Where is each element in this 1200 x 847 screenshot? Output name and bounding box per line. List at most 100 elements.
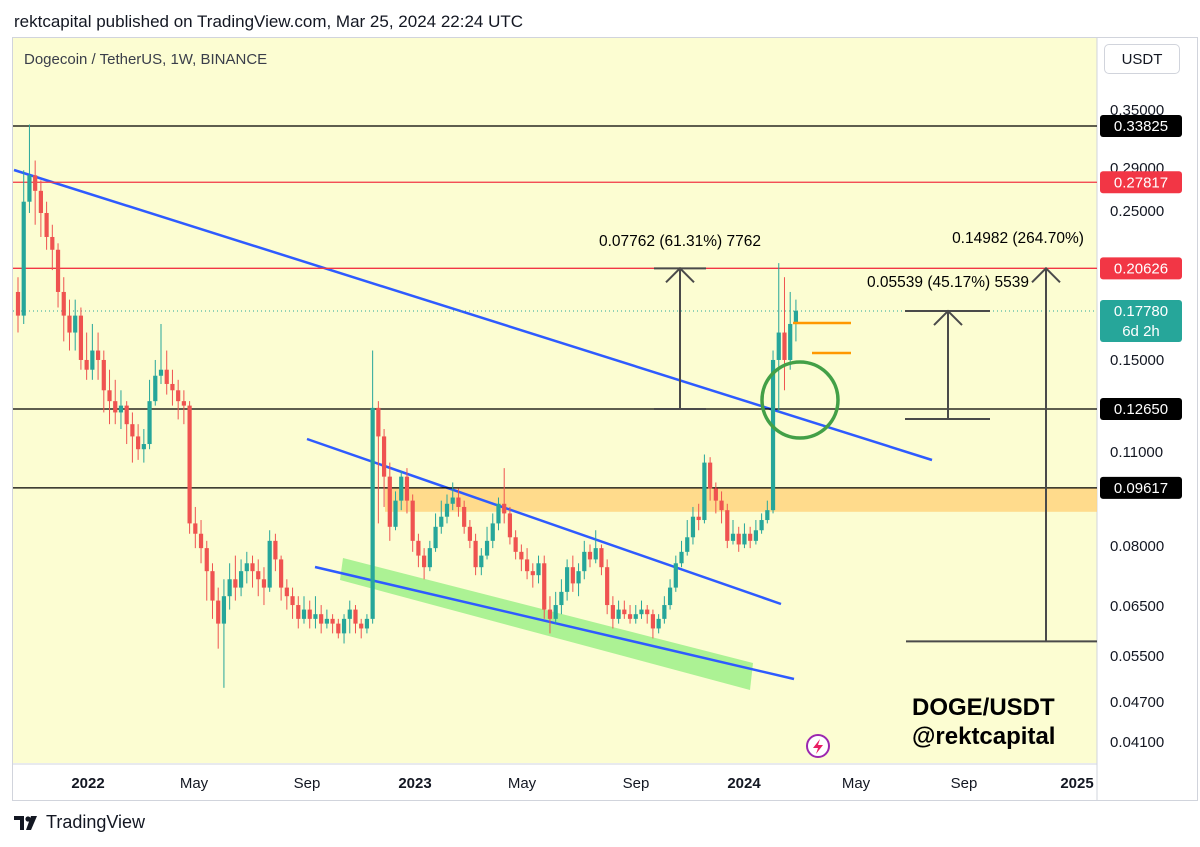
candle-body: [261, 579, 267, 588]
candle-body: [107, 390, 112, 402]
candle-body: [90, 350, 95, 370]
candle-body: [164, 369, 169, 384]
candle-body: [210, 571, 215, 601]
price-tick-label: 0.11000: [1110, 444, 1163, 461]
level-badge-0.20626: [1100, 257, 1182, 280]
candle-body: [353, 609, 358, 624]
candle-body: [793, 310, 799, 324]
candle-body: [559, 591, 564, 606]
candle-body: [370, 407, 375, 619]
candle-body: [662, 605, 667, 619]
candle-body: [193, 523, 198, 534]
support-zone: [385, 487, 1097, 512]
candle-body: [524, 559, 530, 572]
plot-background: [13, 38, 1097, 763]
candle-body: [27, 175, 32, 202]
candle-body: [679, 551, 684, 564]
candle-body: [279, 559, 284, 588]
candle-body: [238, 571, 244, 588]
time-tick-label: Sep: [951, 775, 978, 792]
price-tick-label: 0.04700: [1110, 694, 1164, 711]
candle-body: [748, 533, 753, 541]
time-tick-label: 2023: [398, 775, 431, 792]
measure-arrow-1-head: [665, 266, 695, 284]
candle-body: [702, 462, 707, 521]
candle-body: [101, 359, 106, 391]
candle-body: [319, 614, 324, 624]
candle-body: [233, 579, 238, 588]
candle-body: [399, 476, 404, 501]
candle-body: [713, 488, 718, 501]
candle-body: [633, 614, 638, 619]
candle-body: [73, 315, 78, 333]
candle-body: [736, 533, 741, 545]
candle-body: [599, 548, 604, 568]
candle-body: [530, 571, 535, 576]
candle-body: [204, 548, 209, 572]
candle-body: [267, 540, 272, 588]
watermark-author: @rektcapital: [912, 723, 1056, 750]
candle-body: [479, 555, 484, 568]
candle-body: [347, 609, 352, 619]
candle-body: [296, 605, 301, 619]
candle-body: [221, 596, 227, 624]
watermark: DOGE/USDT @rektcapital: [912, 693, 1055, 751]
watermark-pair: DOGE/USDT: [912, 694, 1055, 721]
candle-body: [753, 530, 758, 541]
lightning-icon-bolt: [813, 739, 823, 754]
candle-body: [136, 436, 141, 450]
candle-body: [404, 476, 410, 501]
candle-body: [176, 390, 181, 402]
currency-selector[interactable]: USDT: [1104, 44, 1180, 74]
candle-body: [587, 551, 593, 560]
candle-body: [416, 540, 421, 556]
candle-body: [141, 444, 146, 450]
candle-body: [496, 503, 501, 524]
publish-header: rektcapital published on TradingView.com…: [14, 12, 524, 31]
candle-body: [627, 614, 633, 619]
price-tick-label: 0.08000: [1110, 538, 1164, 555]
candle-body: [593, 548, 598, 560]
candle-body: [547, 609, 553, 619]
time-axis-background: [13, 764, 1197, 800]
candle-body: [95, 350, 101, 360]
candle-body: [78, 315, 84, 360]
candle-body: [656, 618, 661, 629]
candle-body: [381, 436, 387, 477]
candle-body: [553, 605, 558, 619]
price-tick-label: 0.05500: [1110, 648, 1164, 665]
candle-body: [565, 567, 570, 592]
measure-arrow-3-head: [1031, 266, 1061, 284]
candle-body: [341, 618, 347, 634]
last-price-value: 0.17780: [1114, 303, 1168, 320]
tradingview-logo[interactable]: TradingView: [14, 812, 145, 833]
breakout-circle: [760, 360, 840, 440]
measurement-label: 0.14982 (264.70%): [952, 230, 1084, 247]
symbol-title: Dogecoin / TetherUS, 1W, BINANCE: [24, 51, 268, 68]
level-badge-text: 0.09617: [1114, 480, 1168, 497]
candle-body: [307, 609, 312, 619]
last-price-badge: [1100, 300, 1182, 343]
level-badge-0.33825: [1100, 115, 1182, 137]
candle-body: [456, 497, 461, 507]
candle-body: [227, 579, 232, 597]
candle-body: [158, 369, 164, 376]
candle-body: [616, 609, 621, 619]
candle-body: [462, 506, 467, 527]
candle-body: [770, 359, 776, 511]
level-badge-text: 0.12650: [1114, 401, 1168, 418]
price-tick-label: 0.15000: [1110, 352, 1164, 369]
candle-body: [147, 401, 152, 445]
chart-frame: [12, 37, 1198, 801]
candle-body: [708, 462, 713, 489]
candle-body: [256, 571, 261, 580]
candle-body: [410, 500, 415, 541]
candle-body: [513, 537, 518, 552]
level-badge-0.27817: [1100, 171, 1182, 194]
candle-body: [313, 614, 318, 619]
candle-body: [519, 551, 524, 560]
candle-body: [359, 623, 364, 629]
candle-body: [301, 609, 307, 619]
candle-body: [605, 567, 610, 606]
